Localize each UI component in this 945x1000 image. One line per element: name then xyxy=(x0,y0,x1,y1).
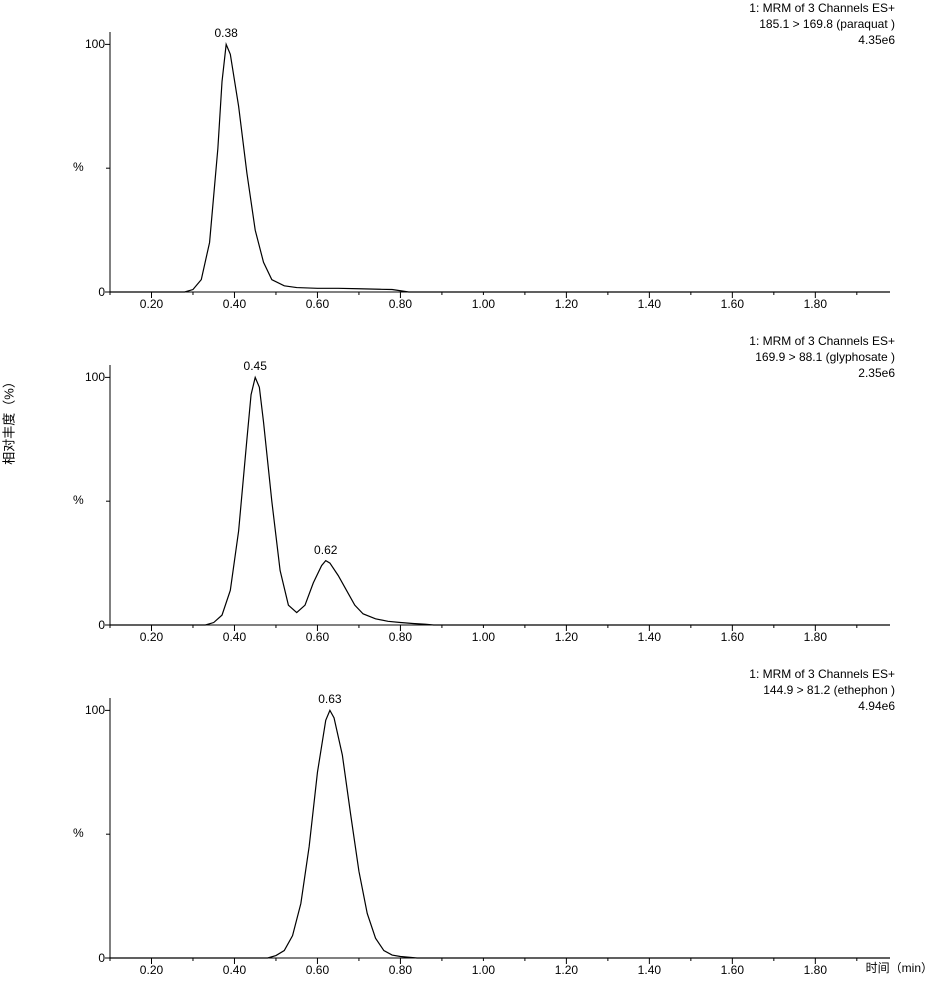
header-line: 169.9 > 88.1 (glyphosate ) xyxy=(749,349,895,365)
x-tick-label: 0.80 xyxy=(389,297,412,311)
chromatogram-trace xyxy=(110,710,890,958)
x-tick-label: 1.00 xyxy=(472,963,495,977)
y-percent-label: % xyxy=(73,826,84,840)
x-tick-label: 0.20 xyxy=(140,630,163,644)
chart-panel: 1: MRM of 3 Channels ES+185.1 > 169.8 (p… xyxy=(35,0,905,316)
x-tick-label: 1.80 xyxy=(804,963,827,977)
y-percent-label: % xyxy=(73,160,84,174)
x-tick-label: 1.60 xyxy=(721,963,744,977)
x-tick-label: 1.60 xyxy=(721,630,744,644)
plot-area: 0.63 xyxy=(110,698,890,958)
chromatogram-svg xyxy=(110,698,890,958)
chromatogram-trace xyxy=(110,44,890,292)
x-tick-label: 1.20 xyxy=(555,297,578,311)
x-tick-label: 1.60 xyxy=(721,297,744,311)
y-tick-label: 100 xyxy=(75,37,105,51)
header-line: 1: MRM of 3 Channels ES+ xyxy=(749,333,895,349)
plot-area: 0.450.62 xyxy=(110,365,890,625)
chart-panel: 1: MRM of 3 Channels ES+144.9 > 81.2 (et… xyxy=(35,666,905,982)
chart-panel: 1: MRM of 3 Channels ES+169.9 > 88.1 (gl… xyxy=(35,333,905,649)
peak-label: 0.38 xyxy=(214,26,237,40)
y-tick-label: 0 xyxy=(75,951,105,965)
x-tick-label: 0.60 xyxy=(306,963,329,977)
x-tick-label: 1.20 xyxy=(555,630,578,644)
y-tick-label: 100 xyxy=(75,370,105,384)
x-axis-label: 时间（min） xyxy=(866,959,933,976)
y-axis-global-label: 相对丰度（%） xyxy=(0,375,18,465)
x-tick-label: 1.00 xyxy=(472,630,495,644)
x-tick-label: 1.40 xyxy=(638,963,661,977)
peak-label: 0.62 xyxy=(314,543,337,557)
plot-area: 0.38 xyxy=(110,32,890,292)
header-line: 144.9 > 81.2 (ethephon ) xyxy=(749,682,895,698)
y-tick-label: 100 xyxy=(75,703,105,717)
x-tick-label: 0.40 xyxy=(223,963,246,977)
x-tick-label: 1.20 xyxy=(555,963,578,977)
x-tick-label: 1.40 xyxy=(638,630,661,644)
y-tick-label: 0 xyxy=(75,618,105,632)
x-tick-label: 0.20 xyxy=(140,963,163,977)
x-tick-label: 1.00 xyxy=(472,297,495,311)
y-percent-label: % xyxy=(73,493,84,507)
chromatogram-svg xyxy=(110,32,890,292)
x-tick-label: 0.20 xyxy=(140,297,163,311)
x-tick-label: 1.80 xyxy=(804,297,827,311)
x-tick-label: 1.80 xyxy=(804,630,827,644)
header-line: 1: MRM of 3 Channels ES+ xyxy=(749,666,895,682)
peak-label: 0.45 xyxy=(244,359,267,373)
x-tick-label: 1.40 xyxy=(638,297,661,311)
x-tick-label: 0.80 xyxy=(389,963,412,977)
header-line: 185.1 > 169.8 (paraquat ) xyxy=(749,16,895,32)
y-tick-label: 0 xyxy=(75,285,105,299)
charts-container: 1: MRM of 3 Channels ES+185.1 > 169.8 (p… xyxy=(35,0,905,1000)
x-tick-label: 0.60 xyxy=(306,630,329,644)
peak-label: 0.63 xyxy=(318,692,341,706)
x-tick-label: 0.80 xyxy=(389,630,412,644)
header-line: 1: MRM of 3 Channels ES+ xyxy=(749,0,895,16)
chromatogram-svg xyxy=(110,365,890,625)
x-tick-label: 0.40 xyxy=(223,630,246,644)
chromatogram-trace xyxy=(110,377,890,625)
x-tick-label: 0.40 xyxy=(223,297,246,311)
x-tick-label: 0.60 xyxy=(306,297,329,311)
